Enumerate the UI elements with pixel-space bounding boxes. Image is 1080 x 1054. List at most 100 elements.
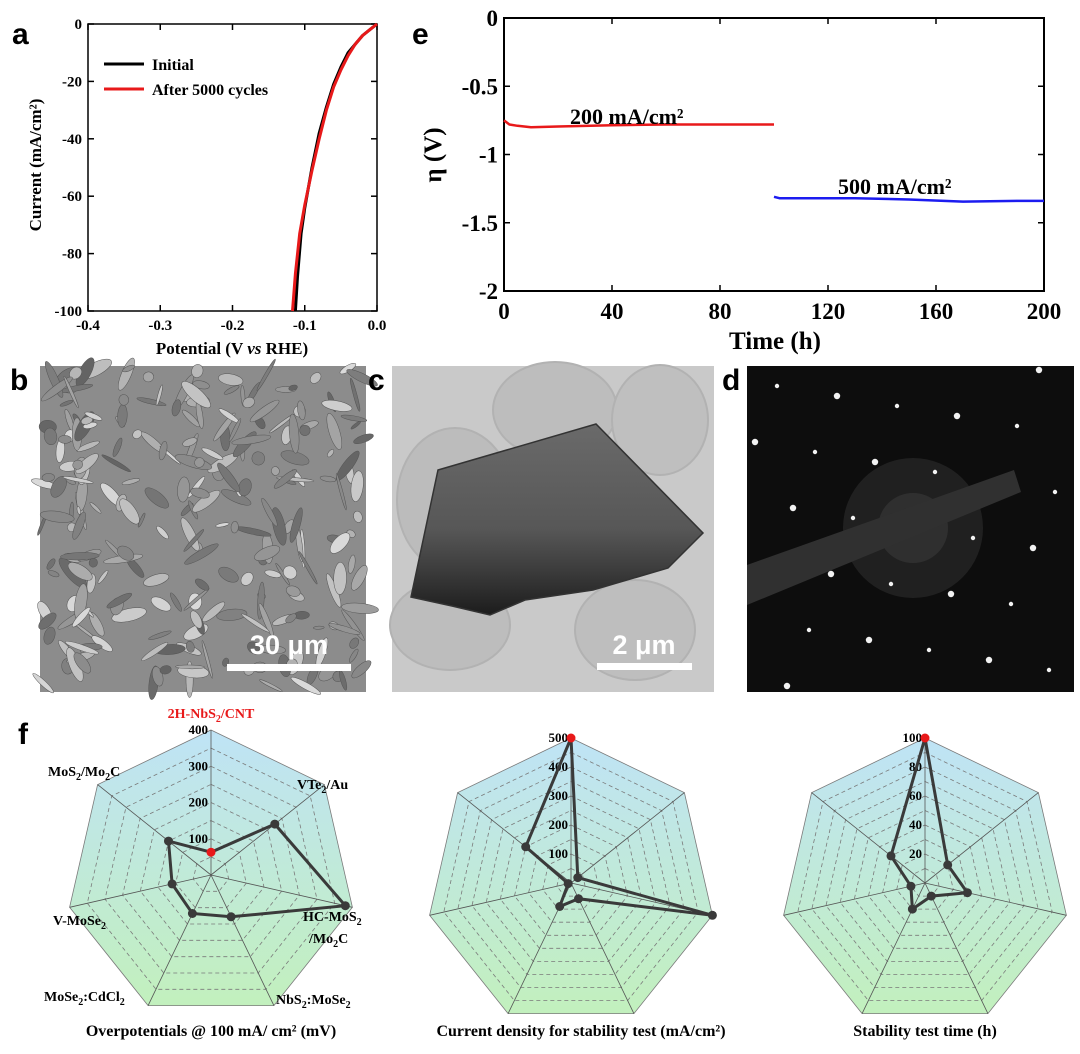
panel-e-xtick-label: 120 bbox=[811, 299, 846, 324]
panel-a-ytick-label: -40 bbox=[62, 132, 82, 148]
sem-flake bbox=[231, 434, 272, 446]
saed-spot bbox=[789, 504, 797, 512]
radar-point-1 bbox=[270, 819, 280, 829]
radar-series-line bbox=[889, 737, 971, 912]
sem-flake bbox=[242, 396, 255, 409]
sem-flake bbox=[84, 411, 103, 421]
sem-flake bbox=[144, 487, 169, 509]
radar-gridline bbox=[429, 737, 713, 1014]
radar-gridline bbox=[139, 802, 283, 941]
radar-spoke bbox=[924, 792, 1039, 884]
sem-flake bbox=[201, 640, 213, 679]
sem-flake bbox=[185, 640, 195, 653]
sem-flake bbox=[71, 607, 91, 628]
sem-flake bbox=[288, 413, 300, 454]
radar-tick-label: 500 bbox=[549, 730, 569, 745]
sem-flake bbox=[183, 529, 205, 552]
sem-flake bbox=[202, 601, 226, 623]
sem-flake bbox=[309, 372, 322, 384]
radar-gridline bbox=[192, 856, 230, 892]
saed-spot bbox=[894, 403, 900, 409]
radar-spoke bbox=[210, 874, 275, 1006]
radar-axis-label-mo2c: /Mo2C bbox=[308, 932, 348, 950]
sem-flake bbox=[264, 569, 282, 578]
saed-spot bbox=[926, 647, 932, 653]
sem-flake bbox=[350, 470, 364, 502]
sem-flake bbox=[67, 562, 93, 581]
panel-a-series-line-1 bbox=[291, 22, 378, 312]
sem-flake bbox=[283, 565, 297, 580]
radar-tick-label: 20 bbox=[909, 846, 922, 861]
sem-flake bbox=[215, 522, 230, 528]
panel-b-scale-text: 30 μm bbox=[250, 630, 328, 660]
panel-a-series-line-0 bbox=[293, 22, 378, 312]
panel-b-label: b bbox=[10, 364, 28, 397]
radar-title-current-density: Current density for stability test (mA/c… bbox=[436, 1023, 725, 1040]
panel-a-ytick-label: -80 bbox=[62, 247, 82, 263]
radar-tick-label: 100 bbox=[189, 831, 209, 846]
radar-point-1 bbox=[943, 860, 953, 870]
radar-point-4 bbox=[907, 904, 917, 914]
sem-flake bbox=[258, 602, 274, 637]
panel-c: c 2 μm bbox=[368, 361, 714, 692]
radar-gridline bbox=[69, 729, 353, 1006]
panel-e-annotation-200: 200 mA/cm² bbox=[570, 104, 684, 129]
panel-a-xtick-label: -0.4 bbox=[76, 318, 100, 334]
sem-flake bbox=[290, 676, 321, 695]
panel-c-scale-bar bbox=[597, 663, 692, 670]
sem-flake bbox=[47, 570, 60, 578]
panel-e-xtick-label: 0 bbox=[498, 299, 510, 324]
radar-gridline bbox=[868, 824, 982, 936]
sem-flake bbox=[269, 413, 295, 434]
sem-flake bbox=[319, 475, 337, 483]
radar-gridline bbox=[443, 752, 699, 1001]
sem-flake bbox=[141, 642, 169, 661]
sem-flake bbox=[341, 602, 379, 614]
radar-point-6 bbox=[886, 851, 896, 861]
panel-c-scale-text: 2 μm bbox=[612, 630, 675, 660]
radar-gridline bbox=[853, 810, 997, 949]
sem-flake bbox=[201, 447, 224, 460]
sem-flake bbox=[348, 648, 359, 663]
sem-flake bbox=[106, 592, 132, 609]
sem-flake bbox=[351, 565, 368, 591]
saed-spot bbox=[888, 581, 894, 587]
sem-flake bbox=[43, 427, 58, 445]
radar-spoke bbox=[147, 874, 212, 1006]
radar-gridline bbox=[910, 868, 940, 897]
saed-spot bbox=[947, 590, 955, 598]
sem-flake bbox=[64, 641, 99, 655]
panel-a-ytick-label: -20 bbox=[62, 74, 82, 90]
sem-flake bbox=[289, 507, 303, 543]
sem-flake bbox=[41, 473, 55, 482]
radar-spoke bbox=[210, 874, 353, 908]
sem-flake bbox=[97, 569, 109, 584]
radar-point-3 bbox=[226, 912, 236, 922]
radar-point-5 bbox=[167, 879, 177, 889]
panel-e-ytick-label: -0.5 bbox=[462, 74, 498, 99]
saed-spot bbox=[1052, 489, 1058, 495]
sem-flake bbox=[181, 381, 211, 409]
sem-flake bbox=[238, 478, 252, 497]
sem-flake bbox=[249, 399, 280, 423]
sem-flake bbox=[58, 435, 72, 444]
radar-gridline bbox=[157, 820, 265, 925]
radar-gridline bbox=[104, 765, 318, 974]
sem-flake bbox=[112, 437, 123, 457]
panel-e-xtick-label: 40 bbox=[601, 299, 624, 324]
saed-spot bbox=[871, 458, 879, 466]
radar-gridline bbox=[783, 737, 1067, 1014]
panel-a-xtick-label: 0.0 bbox=[368, 318, 387, 334]
saed-spot bbox=[827, 570, 835, 578]
sem-flake bbox=[59, 400, 74, 407]
panel-e-ytick-label: -2 bbox=[479, 279, 498, 304]
sem-flake bbox=[299, 424, 311, 436]
radar-spoke bbox=[97, 784, 212, 876]
panel-e-plot: 0 40 80 120 160 200 0 -0.5 -1 -1.5 -2 bbox=[462, 6, 1062, 324]
legend-label-initial: Initial bbox=[152, 57, 194, 74]
sem-flake bbox=[288, 384, 298, 391]
panel-a-plot: -0.4 -0.3 -0.2 -0.1 0.0 -100 -80 -60 -40 -20 0 bbox=[55, 17, 387, 334]
